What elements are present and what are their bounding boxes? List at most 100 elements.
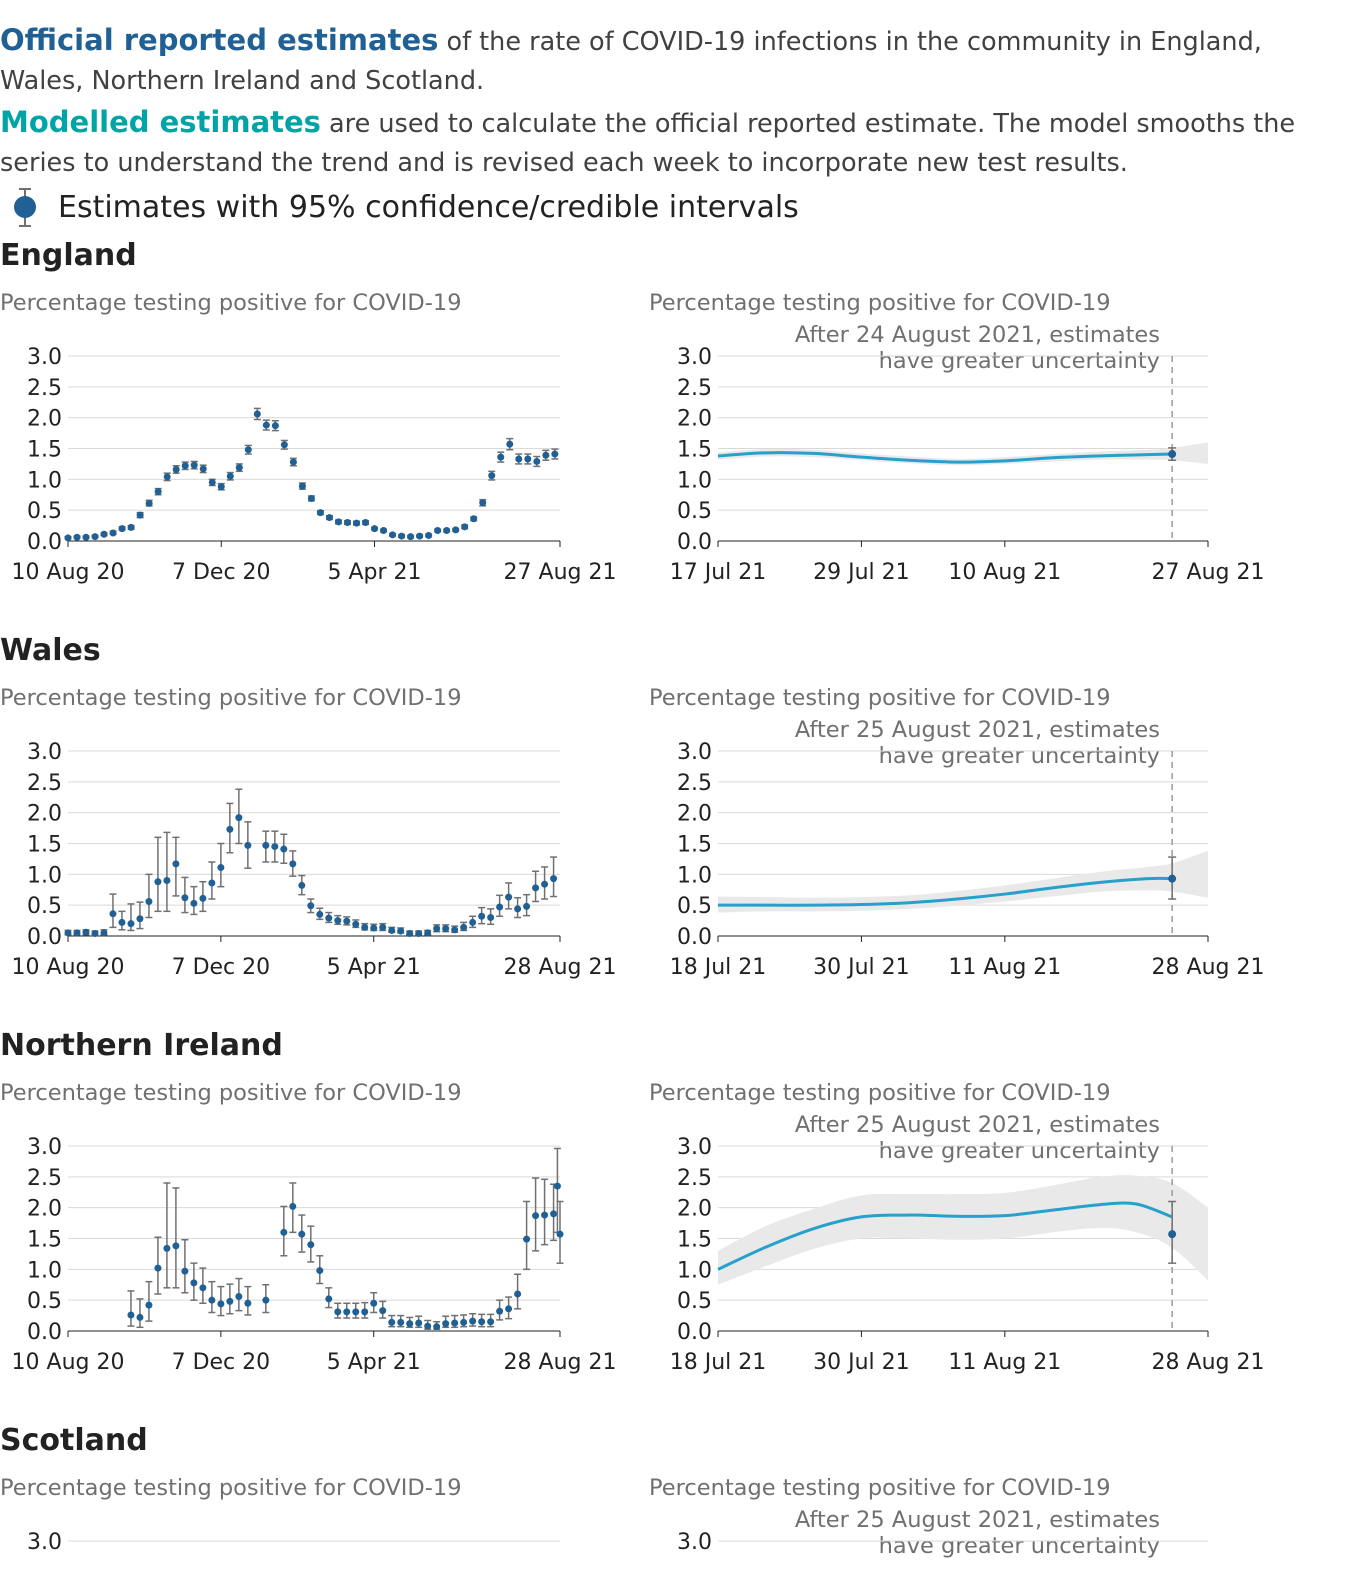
data-point: [533, 457, 541, 465]
data-point: [109, 529, 117, 537]
data-point: [379, 1307, 387, 1315]
data-point: [407, 533, 415, 541]
chart-scotland-official: 3.0: [27, 1530, 560, 1555]
y-tick-label: 1.0: [27, 468, 62, 493]
x-tick-label: 5 Apr 21: [327, 955, 421, 980]
data-point: [235, 464, 243, 472]
data-point: [127, 1311, 135, 1319]
data-point: [505, 1305, 513, 1313]
y-tick-label: 3.0: [27, 1135, 62, 1160]
point-with-error-bar-icon: [14, 188, 36, 227]
data-point: [190, 1279, 198, 1287]
x-tick-label: 28 Aug 21: [504, 955, 617, 980]
data-point: [479, 499, 487, 507]
data-point: [487, 914, 495, 921]
data-point: [262, 1296, 270, 1304]
data-point: [334, 917, 342, 925]
data-point: [262, 421, 270, 429]
data-point: [298, 1230, 306, 1238]
data-point: [497, 453, 505, 461]
y-tick-label: 3.0: [677, 1135, 712, 1160]
y-tick-label: 3.0: [27, 1530, 62, 1555]
y-tick-label: 2.0: [677, 407, 712, 432]
data-point: [154, 1264, 162, 1272]
data-point: [325, 514, 333, 522]
data-point: [523, 902, 531, 910]
official-estimates-text: of the rate of COVID-19 infections in th…: [0, 26, 1262, 96]
y-tick-label: 1.0: [677, 863, 712, 888]
y-tick-label: 0.5: [677, 1289, 712, 1314]
data-point: [343, 917, 351, 925]
data-point: [1168, 450, 1177, 459]
data-point: [325, 1295, 333, 1303]
data-point: [550, 875, 558, 883]
y-tick-label: 1.5: [27, 1228, 62, 1253]
chart-title-scotland-official: Percentage testing positive for COVID-19: [0, 1475, 462, 1501]
data-point: [397, 1318, 405, 1326]
y-tick-label: 0.0: [27, 530, 62, 555]
y-tick-label: 1.0: [677, 468, 712, 493]
confidence-band: [718, 442, 1208, 466]
data-point: [451, 1319, 459, 1327]
data-point: [235, 1292, 243, 1300]
data-point: [136, 915, 144, 923]
y-tick-label: 2.0: [677, 1197, 712, 1222]
intro-modelled: Modelled estimates are used to calculate…: [0, 103, 1345, 183]
data-point: [352, 920, 360, 928]
x-tick-label: 27 Aug 21: [1152, 560, 1265, 585]
y-tick-label: 1.5: [27, 438, 62, 463]
uncertainty-note-scotland: After 25 August 2021, estimates have grea…: [660, 1507, 1160, 1559]
data-point: [91, 930, 99, 938]
data-point: [100, 929, 108, 937]
uncertainty-note-line2: have greater uncertainty: [878, 348, 1160, 374]
data-point: [271, 843, 279, 851]
data-point: [389, 531, 397, 539]
x-tick-label: 30 Jul 21: [813, 955, 910, 980]
data-point: [163, 877, 171, 884]
data-point: [334, 518, 342, 526]
data-point: [406, 930, 414, 938]
x-tick-label: 11 Aug 21: [948, 1350, 1061, 1375]
x-tick-label: 7 Dec 20: [172, 1350, 271, 1375]
data-point: [379, 923, 387, 931]
y-tick-label: 0.5: [27, 1289, 62, 1314]
data-point: [553, 1182, 561, 1190]
data-point: [452, 526, 460, 534]
y-tick-label: 1.0: [27, 863, 62, 888]
section-title-england: England: [0, 238, 137, 273]
y-tick-label: 2.5: [677, 771, 712, 796]
data-point: [127, 523, 135, 531]
x-tick-label: 5 Apr 21: [327, 1350, 421, 1375]
y-tick-label: 3.0: [27, 740, 62, 765]
y-tick-label: 1.0: [27, 1258, 62, 1283]
y-tick-label: 0.0: [27, 925, 62, 950]
data-point: [199, 894, 207, 902]
chart-title-scotland-modelled: Percentage testing positive for COVID-19: [649, 1475, 1111, 1501]
data-point: [244, 841, 252, 849]
data-point: [226, 472, 234, 480]
uncertainty-note-line1: After 25 August 2021, estimates: [794, 1507, 1160, 1533]
data-point: [424, 929, 432, 937]
y-tick-label: 0.5: [677, 894, 712, 919]
data-point: [361, 923, 369, 931]
x-tick-label: 7 Dec 20: [172, 560, 271, 585]
x-tick-label: 28 Aug 21: [1152, 955, 1265, 980]
chart-title-wales-official: Percentage testing positive for COVID-19: [0, 685, 462, 711]
y-tick-label: 3.0: [27, 345, 62, 370]
data-point: [478, 1318, 486, 1326]
data-point: [316, 910, 324, 918]
data-point: [478, 912, 486, 920]
chart-title-wales-modelled: Percentage testing positive for COVID-19: [649, 685, 1111, 711]
chart-scotland-modelled: 3.0: [677, 1530, 1208, 1555]
chart-title-england-official: Percentage testing positive for COVID-19: [0, 290, 462, 316]
data-point: [163, 473, 171, 481]
data-point: [370, 1299, 378, 1307]
data-point: [388, 1318, 396, 1326]
y-tick-label: 2.5: [677, 1166, 712, 1191]
data-point: [208, 1296, 216, 1304]
y-tick-label: 2.5: [27, 1166, 62, 1191]
uncertainty-note-wales: After 25 August 2021, estimates have grea…: [660, 717, 1160, 769]
data-point: [172, 465, 180, 473]
data-point: [244, 446, 252, 454]
y-tick-label: 0.0: [27, 1320, 62, 1345]
